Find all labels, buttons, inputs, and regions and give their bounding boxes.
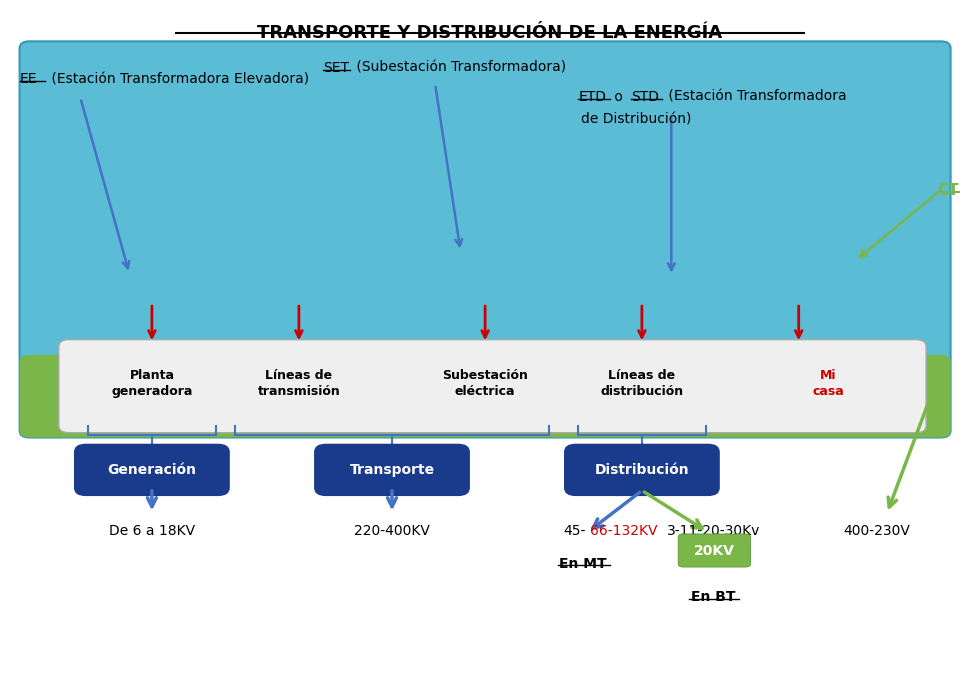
Text: 66-132KV: 66-132KV [590,524,658,537]
Text: 3-11-20-30Kv: 3-11-20-30Kv [666,524,760,537]
Text: (Subestación Transformadora): (Subestación Transformadora) [352,61,565,74]
Text: 45-: 45- [564,524,586,537]
Text: De 6 a 18KV: De 6 a 18KV [109,524,195,537]
Text: Subestación
eléctrica: Subestación eléctrica [442,369,528,398]
Text: Generación: Generación [108,463,196,477]
Text: (Estación Transformadora: (Estación Transformadora [664,90,847,103]
Text: o: o [610,90,627,103]
Text: 20KV: 20KV [694,544,735,557]
Text: STD: STD [631,90,660,103]
FancyBboxPatch shape [20,355,951,438]
Text: CT: CT [937,183,958,198]
FancyBboxPatch shape [564,444,719,496]
FancyBboxPatch shape [314,444,470,496]
Text: 220-400KV: 220-400KV [354,524,430,537]
FancyBboxPatch shape [20,41,951,438]
FancyBboxPatch shape [74,444,229,496]
Text: Mi
casa: Mi casa [812,369,844,398]
Text: (Estación Transformadora Elevadora): (Estación Transformadora Elevadora) [47,72,309,86]
Text: EE: EE [20,72,37,86]
Text: ETD: ETD [578,90,607,103]
Text: 400-230V: 400-230V [844,524,910,537]
Text: Distribución: Distribución [595,463,689,477]
FancyBboxPatch shape [678,534,751,567]
Text: Planta
generadora: Planta generadora [111,369,193,398]
Text: de Distribución): de Distribución) [581,113,692,127]
Text: SET: SET [323,61,350,74]
Text: Líneas de
transmisión: Líneas de transmisión [258,369,340,398]
Text: Líneas de
distribución: Líneas de distribución [601,369,683,398]
FancyBboxPatch shape [59,340,926,433]
Text: En BT: En BT [691,590,736,604]
Text: TRANSPORTE Y DISTRIBUCIÓN DE LA ENERGÍA: TRANSPORTE Y DISTRIBUCIÓN DE LA ENERGÍA [258,24,722,42]
Text: Transporte: Transporte [350,463,434,477]
Text: En MT: En MT [560,557,607,570]
